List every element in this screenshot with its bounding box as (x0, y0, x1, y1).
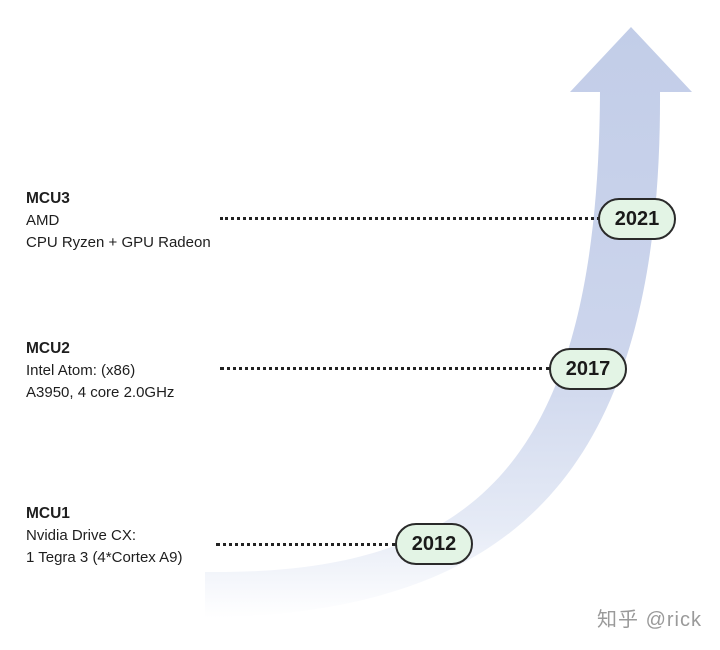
growth-arrow-body (205, 27, 692, 618)
year-badge-2012: 2012 (395, 523, 473, 565)
mcu1-vendor: Nvidia Drive CX: (26, 527, 137, 544)
mcu3-vendor: AMD (26, 212, 60, 229)
year-badge-2017: 2017 (549, 348, 627, 390)
milestone-mcu2: MCU2 Intel Atom: (x86) A3950, 4 core 2.0… (26, 338, 174, 404)
mcu1-spec: 1 Tegra 3 (4*Cortex A9) (26, 549, 183, 566)
milestone-mcu1: MCU1 Nvidia Drive CX: 1 Tegra 3 (4*Corte… (26, 503, 182, 569)
mcu1-connector (216, 543, 396, 546)
mcu3-connector (220, 217, 600, 220)
watermark: 知乎 @rick (597, 609, 702, 631)
mcu2-connector (220, 367, 550, 370)
mcu3-title: MCU3 (26, 190, 70, 207)
year-badge-2021: 2021 (598, 198, 676, 240)
mcu1-title: MCU1 (26, 505, 70, 522)
milestone-mcu3: MCU3 AMD CPU Ryzen + GPU Radeon (26, 188, 211, 254)
mcu2-spec: A3950, 4 core 2.0GHz (26, 384, 175, 401)
mcu2-vendor: Intel Atom: (x86) (26, 362, 136, 379)
mcu3-spec: CPU Ryzen + GPU Radeon (26, 234, 211, 251)
mcu2-title: MCU2 (26, 340, 70, 357)
